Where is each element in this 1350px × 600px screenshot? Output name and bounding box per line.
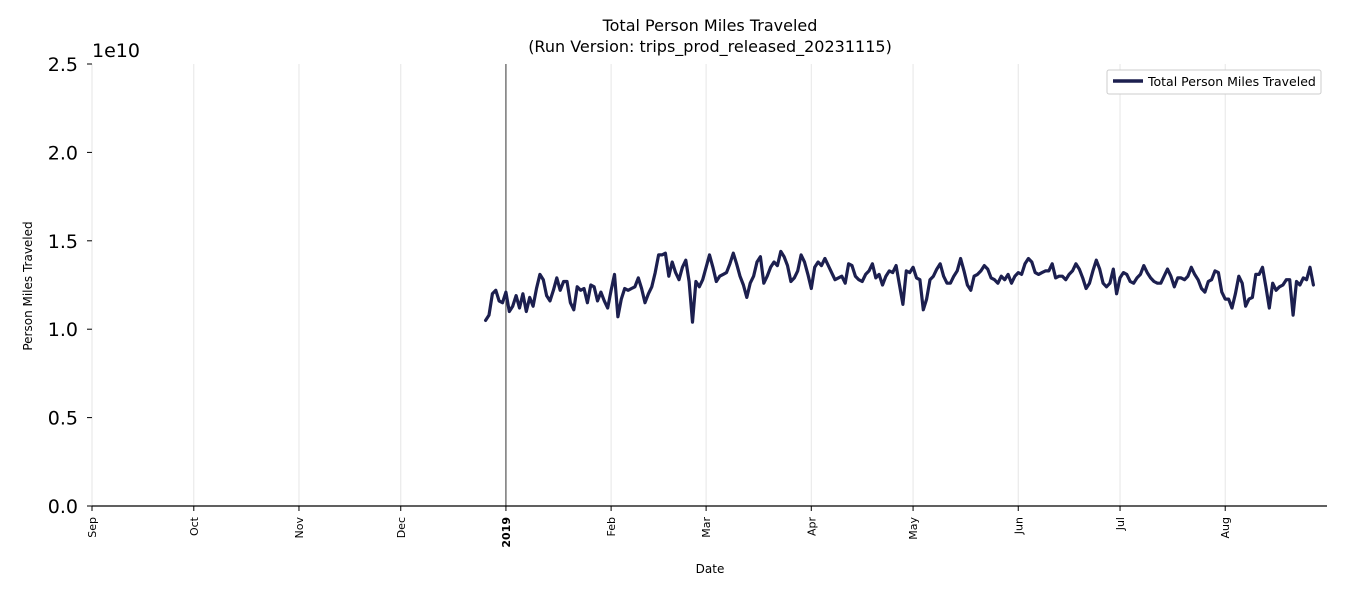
- x-tick-label: Mar: [700, 517, 713, 538]
- series-layer: [484, 249, 1316, 324]
- legend-label: Total Person Miles Traveled: [1147, 74, 1316, 89]
- x-tick-label: Dec: [395, 517, 408, 538]
- chart-subtitle: (Run Version: trips_prod_released_202311…: [528, 37, 892, 57]
- x-tick-label: 2019: [500, 517, 513, 548]
- chart-title: Total Person Miles Traveled: [602, 16, 818, 35]
- y-tick-label: 1.5: [48, 231, 78, 253]
- x-tick-label: Nov: [293, 517, 306, 539]
- grid: [91, 64, 1226, 506]
- x-tick-label: Feb: [605, 517, 618, 536]
- axes: Sep Oct Nov Dec 2019 Feb Mar Apr May Jun Jul Aug 0.0…: [48, 54, 1327, 548]
- y-axis-label: Person Miles Traveled: [21, 221, 35, 350]
- y-tick-label: 1.0: [48, 319, 78, 341]
- x-tick-label: Aug: [1219, 517, 1232, 538]
- x-tick-label: Jun: [1012, 517, 1025, 535]
- y-tick-label: 2.0: [48, 142, 78, 164]
- x-tick-label: May: [907, 517, 920, 540]
- x-tick-label: Jul: [1114, 517, 1127, 531]
- x-tick-label: Apr: [805, 517, 818, 537]
- x-axis-label: Date: [696, 562, 725, 576]
- series-line: [484, 249, 1316, 324]
- x-tick-label: Oct: [188, 516, 201, 536]
- y-tick-label: 0.0: [48, 496, 78, 518]
- x-tick-label: Sep: [86, 517, 99, 538]
- y-tick-label: 0.5: [48, 408, 78, 430]
- legend[interactable]: Total Person Miles Traveled: [1106, 69, 1322, 95]
- y-axis-scale-label: 1e10: [92, 40, 140, 62]
- y-tick-label: 2.5: [48, 54, 78, 76]
- legend-box: [1106, 69, 1322, 95]
